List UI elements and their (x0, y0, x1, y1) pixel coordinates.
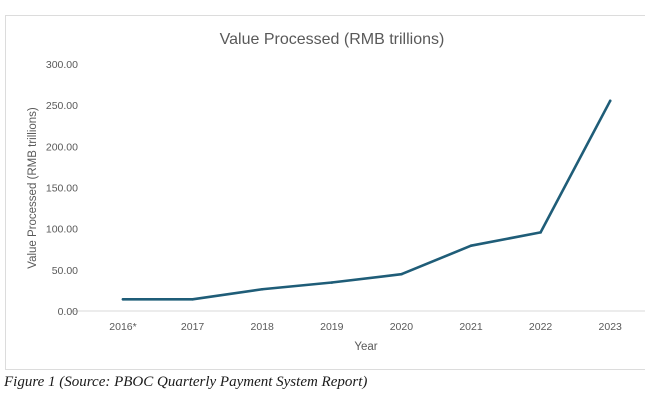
y-tick-label: 250.00 (46, 100, 78, 112)
series-line (121, 99, 612, 301)
x-tick-label: 2016* (109, 321, 136, 333)
chart-frame (5, 15, 645, 370)
y-tick-label: 150.00 (46, 183, 78, 195)
data-point (121, 298, 125, 301)
y-tick-label: 100.00 (46, 224, 78, 236)
x-tick-label: 2020 (390, 321, 414, 333)
y-tick-label: 300.00 (46, 59, 78, 71)
y-tick-label: 0.00 (58, 306, 79, 318)
y-axis-label: Value Processed (RMB trillions) (27, 107, 39, 269)
data-point (260, 287, 264, 291)
x-tick-label: 2021 (459, 321, 483, 333)
data-point (539, 231, 542, 234)
data-point (400, 272, 403, 276)
x-tick-label: 2017 (181, 321, 205, 333)
figure-caption: Figure 1 (Source: PBOC Quarterly Payment… (4, 374, 368, 390)
y-tick-label: 200.00 (46, 141, 78, 153)
chart-title: Value Processed (RMB trillions) (220, 31, 445, 48)
x-tick-label: 2022 (529, 321, 553, 333)
x-tick-label: 2023 (599, 321, 623, 333)
x-tick-label: 2019 (320, 321, 344, 333)
y-tick-label: 50.00 (52, 265, 78, 277)
x-tick-label: 2018 (251, 321, 275, 333)
data-point (191, 298, 194, 301)
x-axis-label: Year (354, 341, 377, 353)
data-point (469, 244, 473, 248)
data-point (608, 99, 612, 103)
data-point (330, 281, 334, 284)
